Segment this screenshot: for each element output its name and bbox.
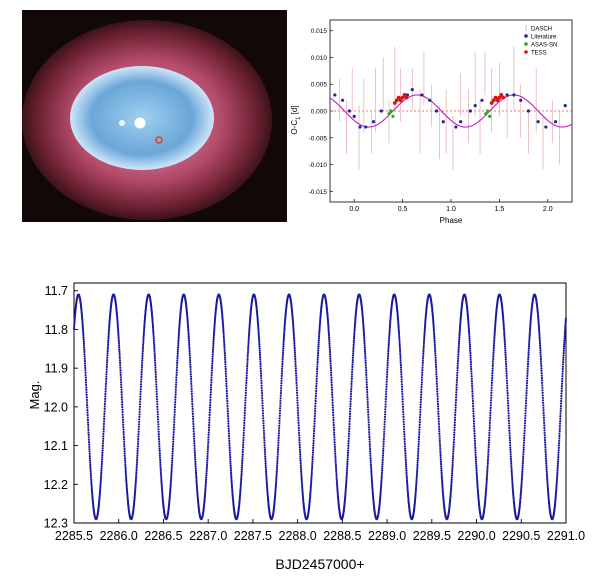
- lc-x-tick-label: 2289.5: [413, 529, 451, 543]
- oc-legend-marker: [524, 42, 528, 46]
- oc-legend-label: DASCH: [531, 26, 552, 32]
- literature-point: [563, 104, 567, 108]
- lc-x-tick-label: 2290.5: [502, 529, 540, 543]
- tess-point: [497, 95, 502, 100]
- tess-point: [491, 98, 496, 103]
- oc-legend-label: ASAS-SN: [531, 42, 557, 48]
- lc-x-tick-label: 2287.0: [189, 529, 227, 543]
- lc-x-tick-label: 2288.0: [279, 529, 317, 543]
- oc-legend-label: Literature: [531, 34, 557, 40]
- tess-point: [394, 98, 399, 103]
- lc-x-tick-label: 2291.0: [547, 529, 585, 543]
- literature-point: [468, 109, 472, 113]
- lc-x-tick-label: 2285.5: [55, 529, 93, 543]
- nebula-picture: [22, 10, 287, 222]
- tess-point: [493, 95, 498, 100]
- asas-sn-point: [488, 114, 492, 118]
- literature-point: [553, 120, 558, 124]
- asas-sn-point: [391, 114, 395, 118]
- literature-point: [434, 109, 439, 113]
- nebula-image: [22, 10, 287, 222]
- oc-y-tick-label: 0.000: [311, 109, 328, 116]
- tess-point: [392, 101, 397, 105]
- oc-x-tick-label: 1.0: [446, 206, 456, 213]
- oc-y-tick-label: 0.005: [311, 82, 328, 89]
- oc-legend-marker: [524, 34, 528, 38]
- literature-point: [371, 120, 376, 124]
- literature-point: [420, 93, 424, 97]
- light-curve-chart: 2285.5 2286.0 2286.5 2287.0 2287.5 2288.0 2288…: [0, 268, 600, 576]
- oc-y-axis-label: O-C1 [d]: [290, 105, 302, 134]
- lc-y-axis-label: Mag.: [27, 381, 42, 410]
- literature-point: [358, 125, 362, 129]
- literature-point: [459, 120, 463, 124]
- literature-point: [364, 125, 368, 129]
- oc-y-tick-label: -0.010: [309, 162, 328, 169]
- literature-point: [428, 98, 432, 102]
- asas-sn-point: [484, 112, 488, 116]
- oc-chart: 0.0 0.5 1.0 1.5 2.0 -0.015 -0.010 -0.005 0.000 0.…: [286, 10, 586, 225]
- literature-point: [454, 125, 458, 129]
- asas-sn-point: [387, 112, 391, 116]
- tess-point: [400, 95, 405, 100]
- lc-x-tick-label: 2286.0: [100, 529, 138, 543]
- oc-x-tick-label: 2.0: [543, 206, 553, 213]
- lc-y-tick-label: 11.9: [45, 362, 68, 376]
- light-curve-plot: 2285.5 2286.0 2286.5 2287.0 2287.5 2288.0 2288…: [27, 282, 585, 572]
- oc-fit-curve: [329, 94, 573, 128]
- tess-point: [489, 101, 494, 105]
- literature-point: [480, 98, 484, 102]
- lc-x-axis-label: BJD2457000+: [275, 556, 364, 572]
- literature-point: [333, 93, 337, 97]
- oc-y-tick-label: -0.015: [309, 189, 328, 196]
- literature-point: [544, 125, 548, 129]
- lc-x-tick-label: 2287.5: [234, 529, 272, 543]
- tess-point: [499, 93, 504, 97]
- asas-sn-point: [389, 109, 393, 113]
- literature-point: [473, 104, 477, 108]
- oc-legend-marker: [524, 50, 528, 54]
- literature-point: [340, 98, 345, 102]
- oc-x-tick-label: 1.5: [495, 206, 505, 213]
- literature-point: [536, 120, 540, 124]
- literature-point: [441, 120, 445, 124]
- literature-point: [410, 87, 414, 92]
- lc-y-tick-label: 12.0: [44, 400, 68, 414]
- lc-x-tick-label: 2286.5: [144, 529, 182, 543]
- lc-data-points: [72, 293, 568, 521]
- literature-point: [505, 93, 509, 97]
- oc-legend-label: TESS: [531, 50, 547, 56]
- literature-point: [352, 114, 356, 118]
- literature-point: [347, 109, 351, 113]
- lc-y-tick-label: 12.3: [44, 517, 68, 531]
- lc-y-tick-label: 12.1: [44, 439, 68, 453]
- tess-point: [495, 98, 500, 103]
- lc-y-tick-label: 12.2: [44, 478, 68, 492]
- lc-x-tick-label: 2290.0: [457, 529, 495, 543]
- marker-circle: [155, 136, 163, 144]
- tess-point: [402, 93, 407, 97]
- literature-point: [512, 93, 516, 97]
- oc-x-axis-label: Phase: [440, 216, 463, 225]
- literature-point: [379, 109, 383, 113]
- literature-point: [526, 109, 531, 113]
- tess-point: [396, 95, 401, 100]
- tess-point: [398, 98, 403, 103]
- tess-point: [404, 95, 409, 100]
- lc-x-tick-label: 2289.0: [368, 529, 406, 543]
- oc-plot: 0.0 0.5 1.0 1.5 2.0 -0.015 -0.010 -0.005 0.000 0.…: [290, 19, 573, 225]
- lc-x-tick-label: 2288.5: [323, 529, 361, 543]
- oc-y-tick-label: 0.010: [311, 55, 328, 62]
- asas-sn-point: [486, 109, 490, 113]
- literature-point: [519, 98, 523, 102]
- tess-point: [501, 95, 506, 100]
- lc-y-tick-label: 11.8: [45, 323, 68, 337]
- lc-y-tick-label: 11.7: [45, 284, 68, 298]
- lc-plot-frame: [73, 282, 567, 524]
- oc-y-tick-label: 0.015: [311, 28, 328, 35]
- oc-x-tick-label: 0.0: [349, 206, 359, 213]
- oc-x-tick-label: 0.5: [398, 206, 408, 213]
- oc-y-tick-label: -0.005: [309, 135, 328, 142]
